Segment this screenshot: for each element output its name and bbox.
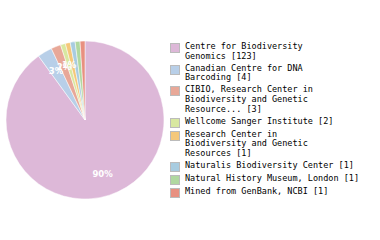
svg-text:90%: 90% [92,169,113,179]
svg-text:1%: 1% [62,60,77,70]
html-text:CIBIO, Research Center in Biod: CIBIO, Research Center in Biodiversity a… [185,84,313,114]
html-text:Canadian Centre for DNA Barcod: Canadian Centre for DNA Barcoding [4] [185,62,303,83]
html-text:Naturalis Biodiversity Center: Naturalis Biodiversity Center [1] [185,159,354,170]
html-text:Wellcome Sanger Institute [2]: Wellcome Sanger Institute [2] [185,115,334,126]
html-text:Natural History Museum, London: Natural History Museum, London [1] [185,172,359,183]
html-text:Centre for Biodiversity Genomi: Centre for Biodiversity Genomics [123] [185,41,303,61]
html-text:Research Center in Biodiversit: Research Center in Biodiversity and Gene… [185,128,308,159]
html-text:Mined from GenBank, NCBI [1]: Mined from GenBank, NCBI [1] [185,185,329,196]
